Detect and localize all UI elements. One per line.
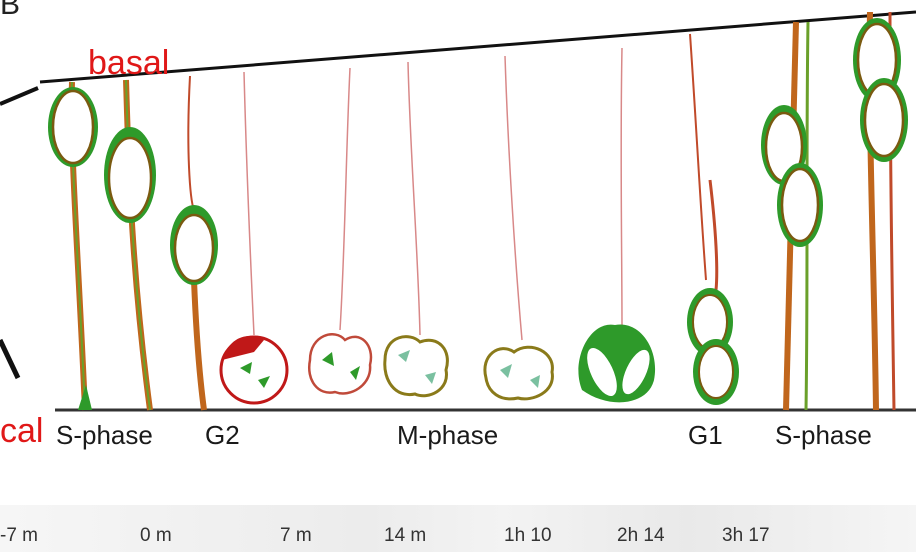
time-label: 1h 10 — [504, 525, 552, 546]
phase-label-m-phase: M-phase — [397, 420, 499, 450]
timepoint-strip — [0, 505, 916, 552]
cell-m-phase-3 — [483, 55, 554, 401]
time-label: -7 m — [0, 525, 38, 546]
cell-g1-daughters — [687, 33, 739, 405]
cell-m-phase-1 — [307, 67, 373, 395]
panel-a-arrow-bottom — [0, 338, 21, 380]
basal-surface-line — [39, 10, 916, 84]
phase-label-s-phase-2: S-phase — [775, 420, 872, 450]
cell-m-phase-2 — [383, 61, 449, 398]
cell-g2-rounded — [219, 71, 289, 405]
cell-s-phase-pair-1 — [761, 21, 823, 411]
time-label: 7 m — [280, 525, 312, 546]
cell-cytokinesis — [578, 47, 656, 403]
phase-label-g2: G2 — [205, 420, 240, 450]
time-label: 2h 14 — [617, 525, 665, 546]
phase-label-s-phase-1: S-phase — [56, 420, 153, 450]
panel-a-arrow-top — [0, 86, 39, 106]
panel-label: B — [0, 0, 21, 21]
cell-s-phase-2 — [104, 79, 156, 411]
basal-label: basal — [88, 44, 170, 82]
phase-label-g1: G1 — [688, 420, 723, 450]
time-label: 3h 17 — [722, 525, 770, 546]
apical-label: cal — [0, 412, 44, 450]
cell-s-phase-1 — [48, 81, 98, 411]
cell-g2-migrating — [170, 75, 218, 411]
time-label: 14 m — [384, 525, 427, 546]
time-label: 0 m — [140, 525, 172, 546]
cell-s-phase-pair-2 — [853, 11, 908, 411]
